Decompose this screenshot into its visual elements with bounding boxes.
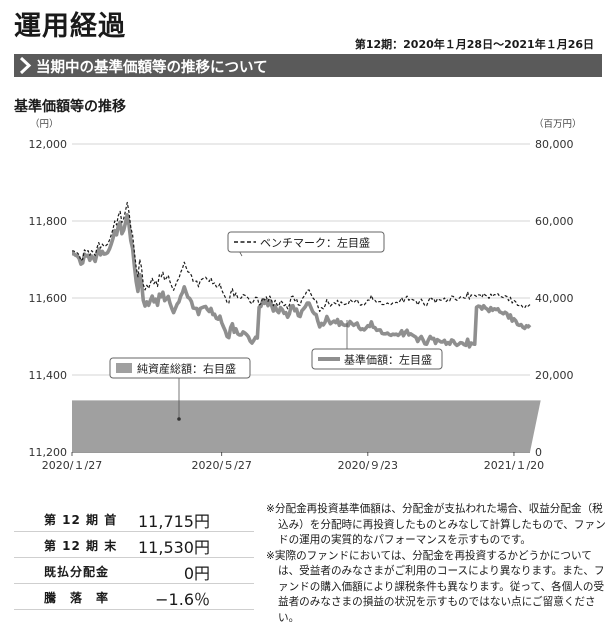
x-tick-label: 2020/９/23 <box>338 459 398 472</box>
summary-row-change: 騰 落 率 −1.6％ <box>14 584 254 610</box>
left-axis-unit: （円） <box>30 118 59 130</box>
right-tick-label: 0 <box>535 446 542 459</box>
summary-label: 第 12 期 首 <box>44 511 117 528</box>
summary-value: 11,715円 <box>138 508 210 532</box>
left-tick-label: 11,800 <box>29 215 68 228</box>
left-tick-label: 11,400 <box>29 369 68 382</box>
summary-value: 11,530円 <box>138 534 210 558</box>
legend-net-assets-label: 純資産総額：右目盛 <box>137 362 236 376</box>
series-net-assets <box>72 400 541 452</box>
left-tick-label: 11,200 <box>29 446 68 459</box>
x-tick-label: 2020/１/27 <box>42 459 102 472</box>
right-tick-label: 80,000 <box>535 138 574 151</box>
right-axis-unit: （百万円） <box>534 118 582 130</box>
summary-row-start: 第 12 期 首 11,715円 <box>14 506 254 532</box>
right-tick-label: 20,000 <box>535 369 574 382</box>
notes: ※分配金再投資基準価額は、分配金が支払われた場合、収益分配金（税込み）を分配時に… <box>266 502 606 626</box>
left-tick-label: 11,600 <box>29 292 68 305</box>
legend-nav: 基準価額：左目盛 <box>312 349 442 369</box>
summary-row-distribution: 既払分配金 0円 <box>14 558 254 584</box>
legend-net-assets: 純資産総額：右目盛 <box>110 358 250 378</box>
summary-table: 第 12 期 首 11,715円 第 12 期 末 11,530円 既払分配金 … <box>14 506 254 610</box>
note-reinvestment: ※分配金再投資基準価額は、分配金が支払われた場合、収益分配金（税込み）を分配時に… <box>266 502 606 549</box>
summary-label: 第 12 期 末 <box>44 537 117 554</box>
legend-nav-label: 基準価額：左目盛 <box>344 353 432 367</box>
summary-label: 既払分配金 <box>44 563 109 580</box>
note-actual-fund: ※実際のファンドにおいては、分配金を再投資するかどうかについては、受益者のみなさ… <box>266 549 606 626</box>
summary-row-end: 第 12 期 末 11,530円 <box>14 532 254 558</box>
summary-value: 0円 <box>184 560 210 584</box>
legend-benchmark: ベンチマーク：左目盛 <box>228 232 384 252</box>
legend-benchmark-label: ベンチマーク：左目盛 <box>260 236 370 250</box>
x-tick-label: 2021/１/20 <box>484 459 544 472</box>
left-tick-label: 12,000 <box>29 138 68 151</box>
summary-label: 騰 落 率 <box>44 589 109 606</box>
right-tick-label: 60,000 <box>535 215 574 228</box>
right-tick-label: 40,000 <box>535 292 574 305</box>
series-benchmark <box>72 203 530 312</box>
x-tick-label: 2020/５/27 <box>191 459 251 472</box>
price-chart: （円） （百万円） 11,200 0 11,400 20,000 11,600 40,00… <box>0 0 616 480</box>
summary-value: −1.6％ <box>155 586 210 610</box>
